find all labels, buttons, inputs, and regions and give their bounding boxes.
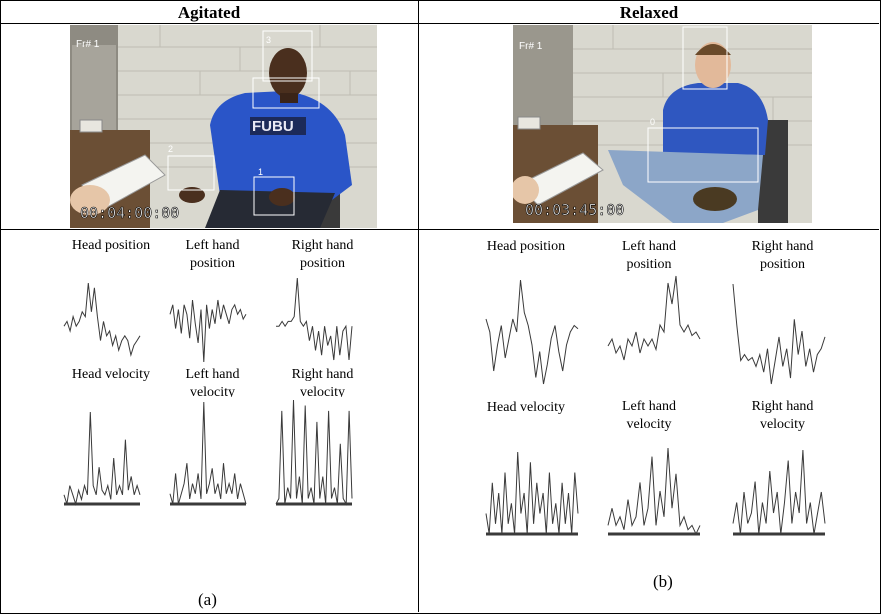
timestamp: 00:03:45:00 (525, 201, 624, 219)
label-line-2: velocity (759, 417, 806, 432)
label-line-1: Left hand (621, 399, 677, 414)
relaxed-head-position-label: Head position (486, 239, 566, 254)
agitated-left-hand-position-label: Left hand position (165, 237, 260, 270)
agitated-title: Agitated (177, 3, 241, 22)
timestamp: 00:04:00:00 (80, 204, 179, 222)
relaxed-head-velocity-trace (485, 451, 579, 535)
label-line-1: Left hand (185, 367, 240, 382)
frame-tag: Fr# 1 (76, 39, 100, 50)
label-line-2: velocity (626, 417, 672, 432)
relaxed-left-hand-velocity-trace (607, 447, 701, 536)
relaxed-right-hand-velocity-label: Right hand velocity (730, 398, 835, 434)
caption-a: (a) (198, 590, 217, 609)
relaxed-right-hand-velocity-trace (732, 449, 826, 535)
label-line-1: Right hand (291, 238, 354, 253)
label-line-1: Left hand (621, 239, 677, 254)
agitated-right-hand-position-trace (276, 277, 353, 361)
column-divider (418, 0, 419, 612)
agitated-right-hand-velocity-trace (275, 399, 353, 506)
relaxed-head-position-trace (485, 279, 579, 385)
agitated-right-hand-velocity-label: Right hand velocity (270, 366, 375, 397)
label-line-2: position (626, 257, 672, 272)
relaxed-title: Relaxed (619, 3, 679, 22)
label-line-2: position (299, 256, 346, 270)
relaxed-video-frame: 0 Fr# 1 00:03:45:00 (513, 25, 812, 223)
agitated-right-hand-position-label: Right hand position (270, 237, 375, 270)
header-divider (0, 23, 879, 24)
label-line-1: Right hand (751, 239, 814, 254)
agitated-head-position-trace (63, 282, 141, 357)
agitated-left-hand-velocity-trace (169, 401, 247, 505)
agitated-head-velocity-trace (63, 411, 141, 506)
label-line-1: Left hand (185, 238, 240, 253)
agitated-video-frame: FUBU 1 2 3 Fr# 1 00:04:00:00 (70, 25, 377, 228)
label-line-2: velocity (299, 385, 346, 397)
jacket-logo-text: FUBU (252, 118, 294, 135)
agitated-left-hand-velocity-label: Left hand velocity (165, 366, 260, 397)
relaxed-right-hand-position-label: Right hand position (730, 238, 835, 274)
label-line-2: velocity (189, 385, 236, 397)
relaxed-left-hand-position-label: Left hand position (600, 238, 698, 274)
label-line-1: Right hand (291, 367, 354, 382)
photo-divider (0, 229, 879, 230)
relaxed-left-hand-position-trace (607, 275, 701, 361)
frame-tag: Fr# 1 (519, 41, 543, 52)
agitated-head-position-label: Head position (71, 238, 151, 253)
agitated-left-hand-position-trace (169, 299, 247, 363)
box-label-1: 1 (258, 167, 263, 177)
box-label-3: 3 (266, 35, 271, 45)
box-label-0: 0 (650, 117, 655, 127)
caption-b: (b) (653, 572, 673, 591)
label-line-1: Right hand (751, 399, 814, 414)
relaxed-right-hand-position-trace (732, 283, 826, 385)
label-line-2: position (189, 256, 236, 270)
label-line-2: position (759, 257, 806, 272)
relaxed-left-hand-velocity-label: Left hand velocity (600, 398, 698, 434)
relaxed-head-velocity-label: Head velocity (486, 400, 566, 415)
box-label-2: 2 (168, 144, 173, 154)
agitated-head-velocity-label: Head velocity (71, 367, 151, 382)
